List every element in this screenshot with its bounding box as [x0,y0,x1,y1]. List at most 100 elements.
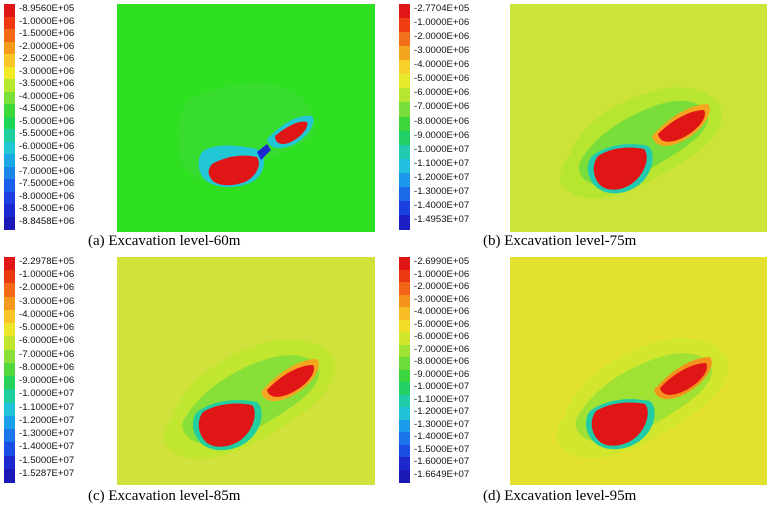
legend-label: -4.0000E+06 [19,90,75,102]
legend-swatch [399,269,410,283]
legend-swatch [399,294,410,308]
legend-swatch [399,344,410,358]
legend-label: -3.0000E+06 [414,293,470,305]
caption: (b) Excavation level-75m [483,233,637,249]
legend-swatch [4,455,15,470]
legend-swatch [399,257,410,270]
legend-swatch [4,349,15,364]
stress-zone-high [275,121,308,144]
panel-c: -2.2978E+05 -1.0000E+06 -2.0000E+06 -3.0000… [0,256,390,511]
legend-label: -7.0000E+06 [19,348,75,360]
legend-label: -7.0000E+06 [414,343,470,355]
legend-swatch [399,214,410,230]
caption: (d) Excavation level-95m [483,488,637,504]
stress-zone-high [658,110,706,142]
legend-swatch [399,419,410,433]
legend-label: -4.0000E+06 [414,306,470,317]
legend-swatch [399,332,410,345]
legend-label: -4.0000E+06 [414,59,470,71]
legend-swatch [4,41,15,55]
legend-swatch [399,172,410,188]
legend-label: -8.9560E+05 [19,3,75,14]
legend-label: -3.0000E+06 [19,295,75,307]
stress-zone-high [593,147,647,190]
contour-plot [510,4,767,232]
legend-label: -5.0000E+06 [19,322,75,334]
legend-label: -7.0000E+06 [19,165,75,177]
legend-label: -3.0000E+06 [414,45,470,57]
panel-a: -8.9560E+05 -1.0000E+06 -1.5000E+06 -2.0000… [0,0,390,255]
stress-zone-high [591,402,648,446]
stress-zone-high [198,403,255,447]
legend-label: -5.0000E+06 [19,115,75,127]
legend-swatch [399,116,410,132]
legend-label: -1.0000E+06 [414,268,470,280]
legend-label: -6.0000E+06 [19,335,75,347]
legend-label: -1.6649E+07 [414,468,470,480]
legend-label: -1.0000E+07 [414,381,470,392]
legend-label: -1.5000E+06 [19,28,75,39]
legend-label: -1.3000E+07 [414,418,470,430]
legend-label: -4.0000E+06 [19,308,75,320]
legend-label: -8.8458E+06 [19,215,75,227]
stress-zone-low [257,144,271,160]
legend-label: -2.0000E+06 [19,40,75,52]
legend-swatch [399,382,410,395]
legend-label: -1.5287E+07 [19,467,75,479]
legend-swatch [4,323,15,338]
legend-swatch [399,158,410,174]
legend-swatch [399,457,410,470]
legend-label: -1.0000E+06 [19,269,75,281]
legend-swatch [4,415,15,430]
legend-label: -9.0000E+06 [414,129,470,141]
legend-label: -1.5000E+07 [19,454,75,466]
legend-swatch [399,88,410,104]
legend-label: -1.0000E+06 [414,17,470,29]
legend-label: -8.0000E+06 [414,115,470,127]
legend-swatch [399,369,410,383]
legend-label: -8.0000E+06 [19,190,75,202]
legend-swatch [4,79,15,92]
legend-swatch [4,66,15,80]
legend-swatch [4,116,15,130]
legend-label: -1.4000E+07 [19,441,75,453]
legend-swatch [4,283,15,298]
legend-label: -1.0000E+07 [19,388,75,400]
legend-label: -2.0000E+06 [414,281,470,292]
legend-label: -1.0000E+07 [414,143,470,155]
legend-label: -6.5000E+06 [19,153,75,164]
legend-swatch [4,4,15,17]
legend-swatch [399,18,410,34]
legend-label: -2.7704E+05 [414,3,470,14]
legend-swatch [4,429,15,444]
legend-swatch [4,362,15,377]
stress-zone-high [208,155,259,186]
legend-swatch [4,141,15,155]
legend-label: -8.5000E+06 [19,203,75,214]
legend-swatch [399,357,410,370]
legend-label: -1.4953E+07 [414,213,470,225]
legend-swatch [4,179,15,192]
legend-swatch [399,394,410,408]
legend-label: -2.0000E+06 [414,31,470,43]
legend-label: -9.0000E+06 [414,368,470,380]
legend-label: -6.0000E+06 [414,87,470,99]
legend-label: -2.6990E+05 [414,256,470,267]
legend-label: -5.0000E+06 [414,73,470,85]
legend-label: -1.4000E+07 [414,431,470,442]
legend-swatch [4,296,15,311]
stress-zone-high [267,365,315,397]
legend-swatch [4,442,15,457]
legend-swatch [4,204,15,217]
legend-swatch [399,469,410,483]
legend-swatch [399,144,410,160]
legend-swatch [4,216,15,230]
legend-swatch [399,282,410,295]
legend-swatch [399,130,410,146]
stress-zone-high [660,363,708,395]
legend-swatch [4,129,15,142]
legend-label: -6.0000E+06 [19,140,75,152]
panel-b: -2.7704E+05 -1.0000E+06 -2.0000E+06 -3.0000… [395,0,775,255]
legend-swatch [399,4,410,19]
legend-label: -1.2000E+07 [19,414,75,426]
